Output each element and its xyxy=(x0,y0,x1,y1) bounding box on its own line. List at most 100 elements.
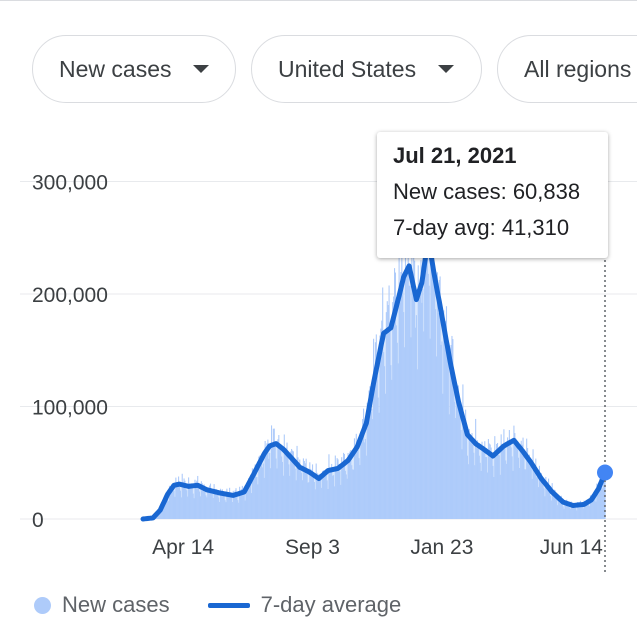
tooltip-seven-day-avg: 7-day avg: 41,310 xyxy=(393,215,570,240)
daily-case-bar xyxy=(290,451,292,519)
daily-case-bar xyxy=(461,449,463,519)
metric-filter-dropdown[interactable]: New cases xyxy=(32,35,236,103)
daily-case-bar xyxy=(567,503,569,519)
daily-case-bar xyxy=(300,467,302,519)
daily-case-bar xyxy=(312,474,315,519)
daily-case-bar xyxy=(275,458,277,519)
daily-case-bar xyxy=(320,479,322,519)
daily-case-bar xyxy=(459,409,461,519)
daily-case-bar xyxy=(201,483,203,519)
daily-case-bar xyxy=(236,496,238,519)
daily-case-bar xyxy=(404,216,407,519)
seven-day-average-line xyxy=(140,235,608,522)
daily-case-bar xyxy=(450,345,452,519)
daily-case-bar xyxy=(276,468,278,519)
region-filter-dropdown[interactable]: All regions xyxy=(497,35,637,103)
daily-case-bar xyxy=(227,493,229,519)
daily-case-bar xyxy=(365,455,367,519)
daily-case-bar xyxy=(313,481,315,519)
daily-case-bar xyxy=(230,496,232,519)
daily-case-bar xyxy=(319,480,321,519)
daily-case-bar xyxy=(548,478,550,519)
daily-case-bar xyxy=(549,495,551,519)
daily-case-bar xyxy=(467,464,469,519)
daily-case-bar xyxy=(409,285,411,519)
daily-case-bar xyxy=(563,508,565,519)
daily-case-bar xyxy=(466,455,469,519)
daily-case-bar xyxy=(198,491,201,519)
daily-case-bar xyxy=(339,471,341,519)
daily-case-bar xyxy=(476,448,478,519)
daily-case-bar xyxy=(502,444,504,519)
daily-case-bar xyxy=(301,472,303,519)
daily-case-bar xyxy=(460,430,462,519)
daily-case-bar xyxy=(383,352,385,519)
daily-case-bar xyxy=(390,365,392,519)
daily-case-bar xyxy=(540,473,542,519)
daily-case-bar xyxy=(546,485,548,519)
daily-case-bar xyxy=(379,335,381,519)
daily-case-bar xyxy=(398,246,400,519)
daily-case-bar xyxy=(517,457,520,519)
daily-case-bar xyxy=(428,285,430,519)
x-tick-label: Jun 14 xyxy=(540,536,603,559)
daily-case-bar xyxy=(359,465,361,519)
daily-case-bar xyxy=(382,287,384,519)
daily-case-bar xyxy=(322,470,325,519)
daily-case-bar xyxy=(503,429,505,519)
daily-case-bar xyxy=(237,500,239,519)
daily-case-bar xyxy=(565,503,567,519)
daily-case-bar xyxy=(453,377,455,519)
daily-case-bar xyxy=(282,475,284,519)
daily-case-bar xyxy=(587,502,589,519)
daily-case-bar xyxy=(416,369,418,519)
daily-case-bar xyxy=(408,285,410,519)
daily-case-bar xyxy=(433,253,435,519)
daily-case-bar xyxy=(296,445,298,519)
cases-chart[interactable]: 0 100,000 200,000 300,000 Apr 14 Sep 3 Jan 23… xyxy=(0,0,637,580)
daily-case-bar xyxy=(411,201,413,520)
daily-case-bar xyxy=(487,439,489,519)
daily-case-bar xyxy=(420,260,422,519)
daily-case-bar xyxy=(217,494,219,519)
daily-case-bar xyxy=(599,487,602,519)
daily-case-bar xyxy=(258,456,260,519)
daily-case-bar xyxy=(263,477,265,519)
daily-case-bar xyxy=(223,492,225,519)
daily-case-bar xyxy=(277,439,279,519)
daily-case-bar xyxy=(229,487,231,519)
daily-case-bar xyxy=(550,500,552,519)
daily-case-bar xyxy=(529,465,531,519)
daily-case-bar xyxy=(397,363,399,519)
daily-case-bar xyxy=(442,393,444,519)
daily-case-bar xyxy=(327,489,329,519)
daily-case-bar xyxy=(488,443,490,519)
daily-case-bar xyxy=(190,483,192,519)
daily-case-bar xyxy=(289,475,291,519)
daily-case-bar xyxy=(340,484,342,519)
daily-case-bar xyxy=(250,483,252,519)
seven-day-average-legend-label: 7-day average xyxy=(260,592,402,617)
daily-case-bar xyxy=(578,502,581,519)
daily-case-bar xyxy=(455,418,457,519)
daily-case-bar xyxy=(167,499,169,519)
daily-case-bar xyxy=(534,464,536,519)
daily-case-bar xyxy=(342,452,345,519)
daily-case-bar xyxy=(436,272,438,519)
daily-case-bar xyxy=(383,366,386,519)
daily-case-bar xyxy=(251,468,253,519)
daily-case-bar xyxy=(560,495,562,519)
daily-case-bar xyxy=(441,341,443,519)
daily-case-bar xyxy=(279,447,281,519)
daily-case-bar xyxy=(222,491,224,519)
daily-case-bar xyxy=(432,235,434,519)
country-filter-dropdown[interactable]: United States xyxy=(251,35,482,103)
daily-case-bar xyxy=(168,501,170,519)
daily-case-bar xyxy=(281,456,283,519)
daily-case-bar xyxy=(194,479,196,519)
daily-case-bar xyxy=(238,502,240,519)
daily-case-bar xyxy=(533,465,535,519)
region-filter-label: All regions xyxy=(524,55,632,82)
daily-case-bar xyxy=(331,463,333,519)
daily-case-bar xyxy=(281,461,284,519)
